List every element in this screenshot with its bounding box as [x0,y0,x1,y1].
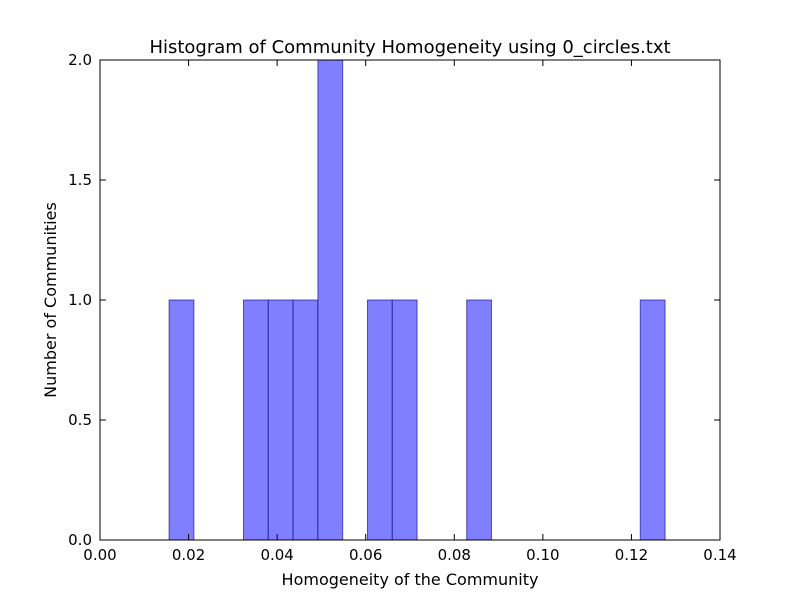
histogram-bar-3 [292,299,319,541]
x-tick-label-2: 0.04 [260,546,293,564]
bars-group [168,59,666,541]
y-tick-label-3: 1.5 [68,171,92,189]
histogram-bar-0 [168,299,195,541]
y-tick-label-1: 0.5 [68,411,92,429]
histogram-bar-7 [466,299,492,541]
histogram-bar-1 [242,299,269,541]
histogram-bar-6 [391,299,418,541]
x-tick-label-1: 0.02 [172,546,205,564]
y-tick-label-2: 1.0 [68,291,92,309]
histogram-bar-2 [267,299,294,541]
x-tick-label-4: 0.08 [438,546,471,564]
histogram-bar-8 [639,299,666,541]
x-tick-label-0: 0.00 [83,546,116,564]
x-tick-label-6: 0.12 [615,546,648,564]
x-tick-label-7: 0.14 [703,546,736,564]
x-axis-label: Homogeneity of the Community [282,570,539,589]
histogram-bar-5 [366,299,393,541]
histogram-bar-4 [317,59,344,541]
chart-title: Histogram of Community Homogeneity using… [149,37,670,58]
y-tick-label-4: 2.0 [68,51,92,69]
plot-frame [99,59,721,541]
x-tick-label-5: 0.10 [526,546,559,564]
x-tick-label-3: 0.06 [349,546,382,564]
ticks-group: 0.00 0.02 0.04 0.06 0.08 0.10 0.12 0.14 0.0 0.5 1.… [68,51,737,564]
y-axis-label: Number of Communities [41,202,60,398]
y-tick-label-0: 0.0 [68,531,92,549]
